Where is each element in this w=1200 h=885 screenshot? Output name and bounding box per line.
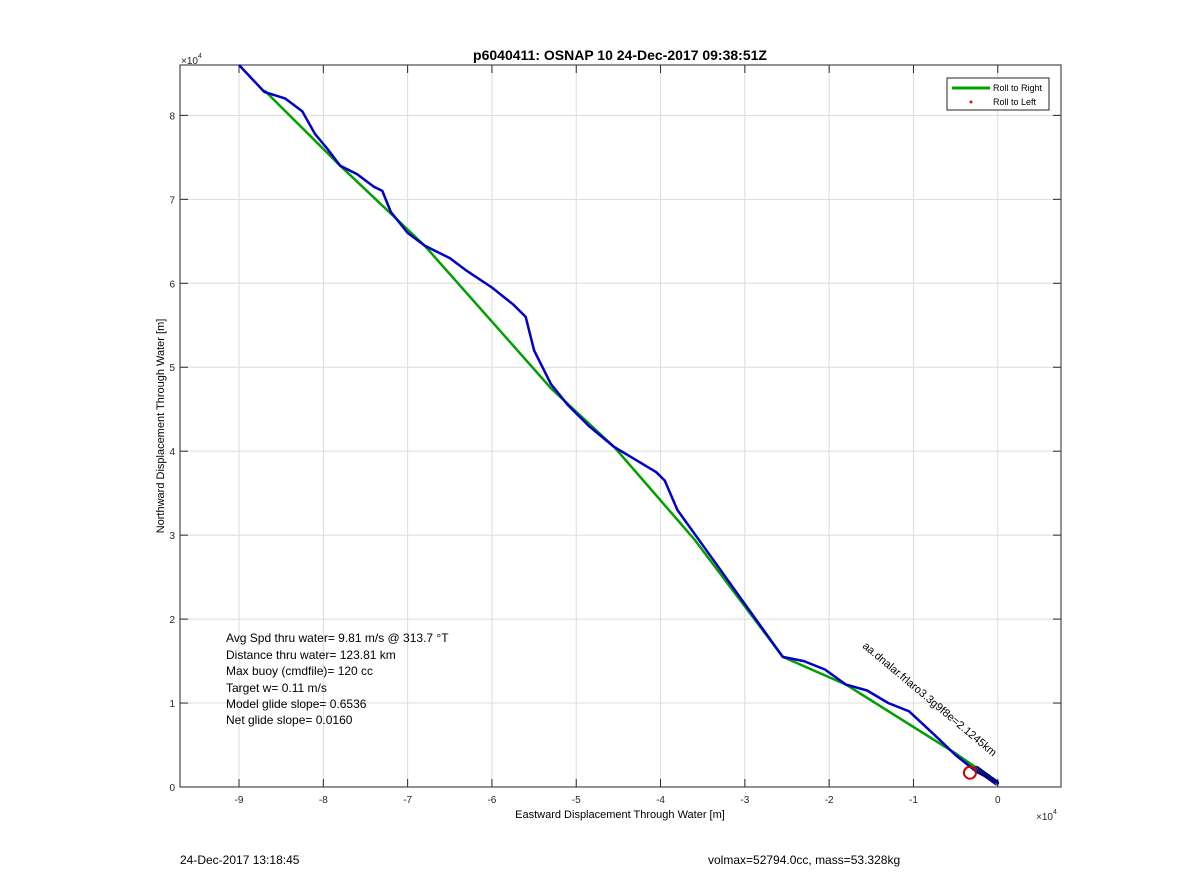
x-tick-label: 0 [995, 795, 1001, 806]
x-tick-label: -6 [487, 795, 496, 806]
axis-ticks: -9 -8 -7 -6 -5 -4 -3 -2 -1 0 0 1 2 3 4 5 6 7 8 [169, 65, 1061, 806]
roll-right-track-line [263, 89, 999, 784]
stat-target-w: Target w= 0.11 m/s [226, 681, 327, 695]
stat-avg-speed: Avg Spd thru water= 9.81 m/s @ 313.7 °T [226, 631, 449, 645]
x-tick-label: -3 [740, 795, 749, 806]
y-multiplier-base: ×10 [181, 56, 198, 67]
x-tick-label: -8 [319, 795, 328, 806]
y-multiplier-exponent: 4 [198, 53, 202, 60]
stat-model-glide: Model glide slope= 0.6536 [226, 697, 367, 711]
y-tick-label: 4 [169, 447, 175, 458]
x-tick-label: -5 [572, 795, 581, 806]
y-axis-multiplier: ×10 4 [181, 53, 202, 67]
x-tick-label: -2 [825, 795, 834, 806]
x-multiplier-base: ×10 [1036, 812, 1053, 823]
stat-net-glide: Net glide slope= 0.0160 [226, 713, 353, 727]
stats-annotation: Avg Spd thru water= 9.81 m/s @ 313.7 °T … [226, 631, 449, 727]
y-axis-label: Northward Displacement Through Water [m] [155, 319, 167, 534]
y-tick-label: 2 [169, 615, 175, 626]
y-tick-label: 3 [169, 531, 175, 542]
chart-title: p6040411: OSNAP 10 24-Dec-2017 09:38:51Z [473, 47, 767, 63]
stat-max-buoy: Max buoy (cmdfile)= 120 cc [226, 664, 373, 678]
y-tick-label: 7 [169, 195, 175, 206]
y-tick-label: 8 [169, 111, 175, 122]
legend-label-roll-left: Roll to Left [993, 97, 1037, 107]
legend-label-roll-right: Roll to Right [993, 83, 1043, 93]
footer-timestamp: 24-Dec-2017 13:18:45 [180, 853, 300, 867]
x-axis-multiplier: ×10 4 [1036, 809, 1057, 823]
dive-point [993, 780, 1000, 786]
plot-area [179, 64, 1062, 788]
legend-swatch-roll-left [969, 100, 973, 104]
x-tick-label: -9 [235, 795, 244, 806]
x-tick-label: -7 [403, 795, 412, 806]
x-tick-label: -1 [909, 795, 918, 806]
y-tick-label: 0 [169, 783, 175, 794]
x-multiplier-exponent: 4 [1053, 809, 1057, 816]
y-tick-label: 1 [169, 699, 175, 710]
x-axis-label: Eastward Displacement Through Water [m] [515, 809, 725, 821]
glider-track-line [238, 64, 999, 784]
start-marker [962, 765, 977, 780]
footer-vol-mass: volmax=52794.0cc, mass=53.328kg [708, 853, 901, 867]
stat-distance: Distance thru water= 123.81 km [226, 648, 396, 662]
y-tick-label: 6 [169, 279, 175, 290]
series-lines [238, 64, 1000, 786]
legend-box [946, 77, 1050, 111]
x-tick-label: -4 [656, 795, 665, 806]
legend: Roll to Right Roll to Left [946, 77, 1050, 111]
y-tick-label: 5 [169, 363, 175, 374]
